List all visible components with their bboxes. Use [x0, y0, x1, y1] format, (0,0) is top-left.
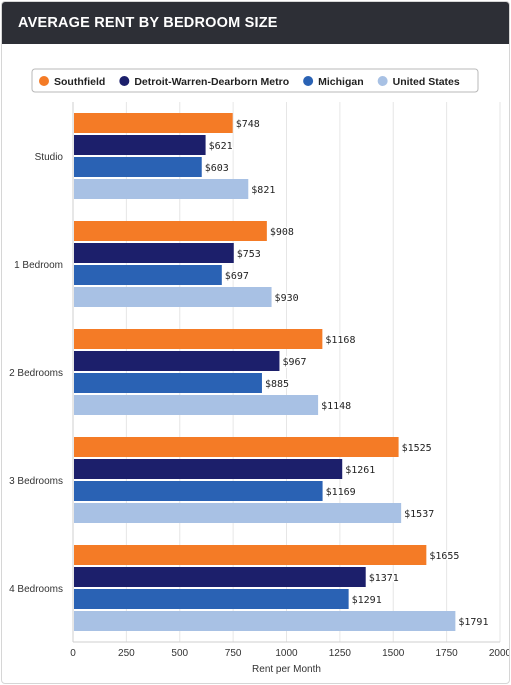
data-label-2-bedrooms-southfield: $1168	[325, 335, 355, 346]
bar-3-bedrooms-detroit-warren-dearborn-metro[interactable]	[74, 459, 343, 479]
x-tick-label-1750: 1750	[436, 648, 459, 659]
data-label-3-bedrooms-southfield: $1525	[402, 443, 432, 454]
bar-1-bedroom-southfield[interactable]	[74, 221, 267, 241]
bar-1-bedroom-detroit-warren-dearborn-metro[interactable]	[74, 243, 234, 263]
chart-title: AVERAGE RENT BY BEDROOM SIZE	[2, 2, 509, 44]
x-tick-label-1000: 1000	[275, 648, 298, 659]
data-label-4-bedrooms-southfield: $1655	[429, 551, 459, 562]
bar-4-bedrooms-detroit-warren-dearborn-metro[interactable]	[74, 567, 366, 587]
legend-box	[31, 68, 479, 93]
bar-2-bedrooms-southfield[interactable]	[74, 329, 323, 349]
category-label-2-bedrooms: 2 Bedrooms	[9, 368, 63, 379]
data-label-4-bedrooms-united-states: $1791	[458, 617, 488, 628]
legend-label-united-states[interactable]: United States	[393, 76, 460, 88]
bar-4-bedrooms-michigan[interactable]	[74, 589, 349, 609]
legend-label-michigan[interactable]: Michigan	[318, 76, 364, 88]
data-label-1-bedroom-michigan: $697	[225, 271, 249, 282]
bar-3-bedrooms-michigan[interactable]	[74, 481, 323, 501]
category-label-1-bedroom: 1 Bedroom	[14, 260, 63, 271]
legend-marker-southfield	[39, 76, 49, 86]
data-label-3-bedrooms-michigan: $1169	[326, 487, 356, 498]
data-label-2-bedrooms-united-states: $1148	[321, 401, 351, 412]
data-label-2-bedrooms-michigan: $885	[265, 379, 289, 390]
data-label-1-bedroom-united-states: $930	[275, 293, 299, 304]
data-label-studio-southfield: $748	[236, 119, 260, 130]
x-tick-label-250: 250	[118, 648, 135, 659]
data-label-1-bedroom-detroit-warren-dearborn-metro: $753	[237, 249, 261, 260]
legend-label-detroit-warren-dearborn-metro[interactable]: Detroit-Warren-Dearborn Metro	[134, 76, 289, 88]
x-tick-label-0: 0	[70, 648, 76, 659]
legend-marker-detroit-warren-dearborn-metro	[119, 76, 130, 86]
data-label-4-bedrooms-detroit-warren-dearborn-metro: $1371	[369, 573, 399, 584]
data-label-3-bedrooms-united-states: $1537	[404, 509, 434, 520]
bar-3-bedrooms-southfield[interactable]	[74, 437, 399, 457]
legend-marker-michigan	[303, 76, 314, 86]
x-tick-label-1250: 1250	[329, 648, 352, 659]
category-label-3-bedrooms: 3 Bedrooms	[9, 476, 63, 487]
bar-4-bedrooms-united-states[interactable]	[74, 611, 456, 631]
data-label-studio-detroit-warren-dearborn-metro: $621	[209, 141, 233, 152]
x-tick-label-750: 750	[225, 648, 242, 659]
x-axis-title: Rent per Month	[252, 664, 321, 675]
x-tick-label-1500: 1500	[382, 648, 405, 659]
data-label-3-bedrooms-detroit-warren-dearborn-metro: $1261	[345, 465, 375, 476]
data-label-studio-michigan: $603	[205, 163, 229, 174]
legend-label-southfield[interactable]: Southfield	[54, 76, 105, 88]
data-label-studio-united-states: $821	[251, 185, 275, 196]
legend-marker-united-states	[377, 76, 388, 86]
bar-4-bedrooms-southfield[interactable]	[74, 545, 427, 565]
bar-2-bedrooms-united-states[interactable]	[74, 395, 319, 415]
x-tick-label-2000: 2000	[489, 648, 510, 659]
bar-3-bedrooms-united-states[interactable]	[74, 503, 402, 523]
bar-studio-detroit-warren-dearborn-metro[interactable]	[74, 135, 206, 155]
bar-studio-southfield[interactable]	[74, 113, 233, 133]
category-label-4-bedrooms: 4 Bedrooms	[9, 584, 63, 595]
x-tick-label-500: 500	[171, 648, 188, 659]
data-label-1-bedroom-southfield: $908	[270, 227, 294, 238]
data-label-4-bedrooms-michigan: $1291	[352, 595, 382, 606]
bar-1-bedroom-michigan[interactable]	[74, 265, 222, 285]
category-label-studio: Studio	[35, 152, 64, 163]
data-label-2-bedrooms-detroit-warren-dearborn-metro: $967	[282, 357, 306, 368]
bar-studio-united-states[interactable]	[74, 179, 249, 199]
bar-studio-michigan[interactable]	[74, 157, 202, 177]
bar-2-bedrooms-detroit-warren-dearborn-metro[interactable]	[74, 351, 280, 371]
bar-1-bedroom-united-states[interactable]	[74, 287, 272, 307]
bar-2-bedrooms-michigan[interactable]	[74, 373, 262, 393]
